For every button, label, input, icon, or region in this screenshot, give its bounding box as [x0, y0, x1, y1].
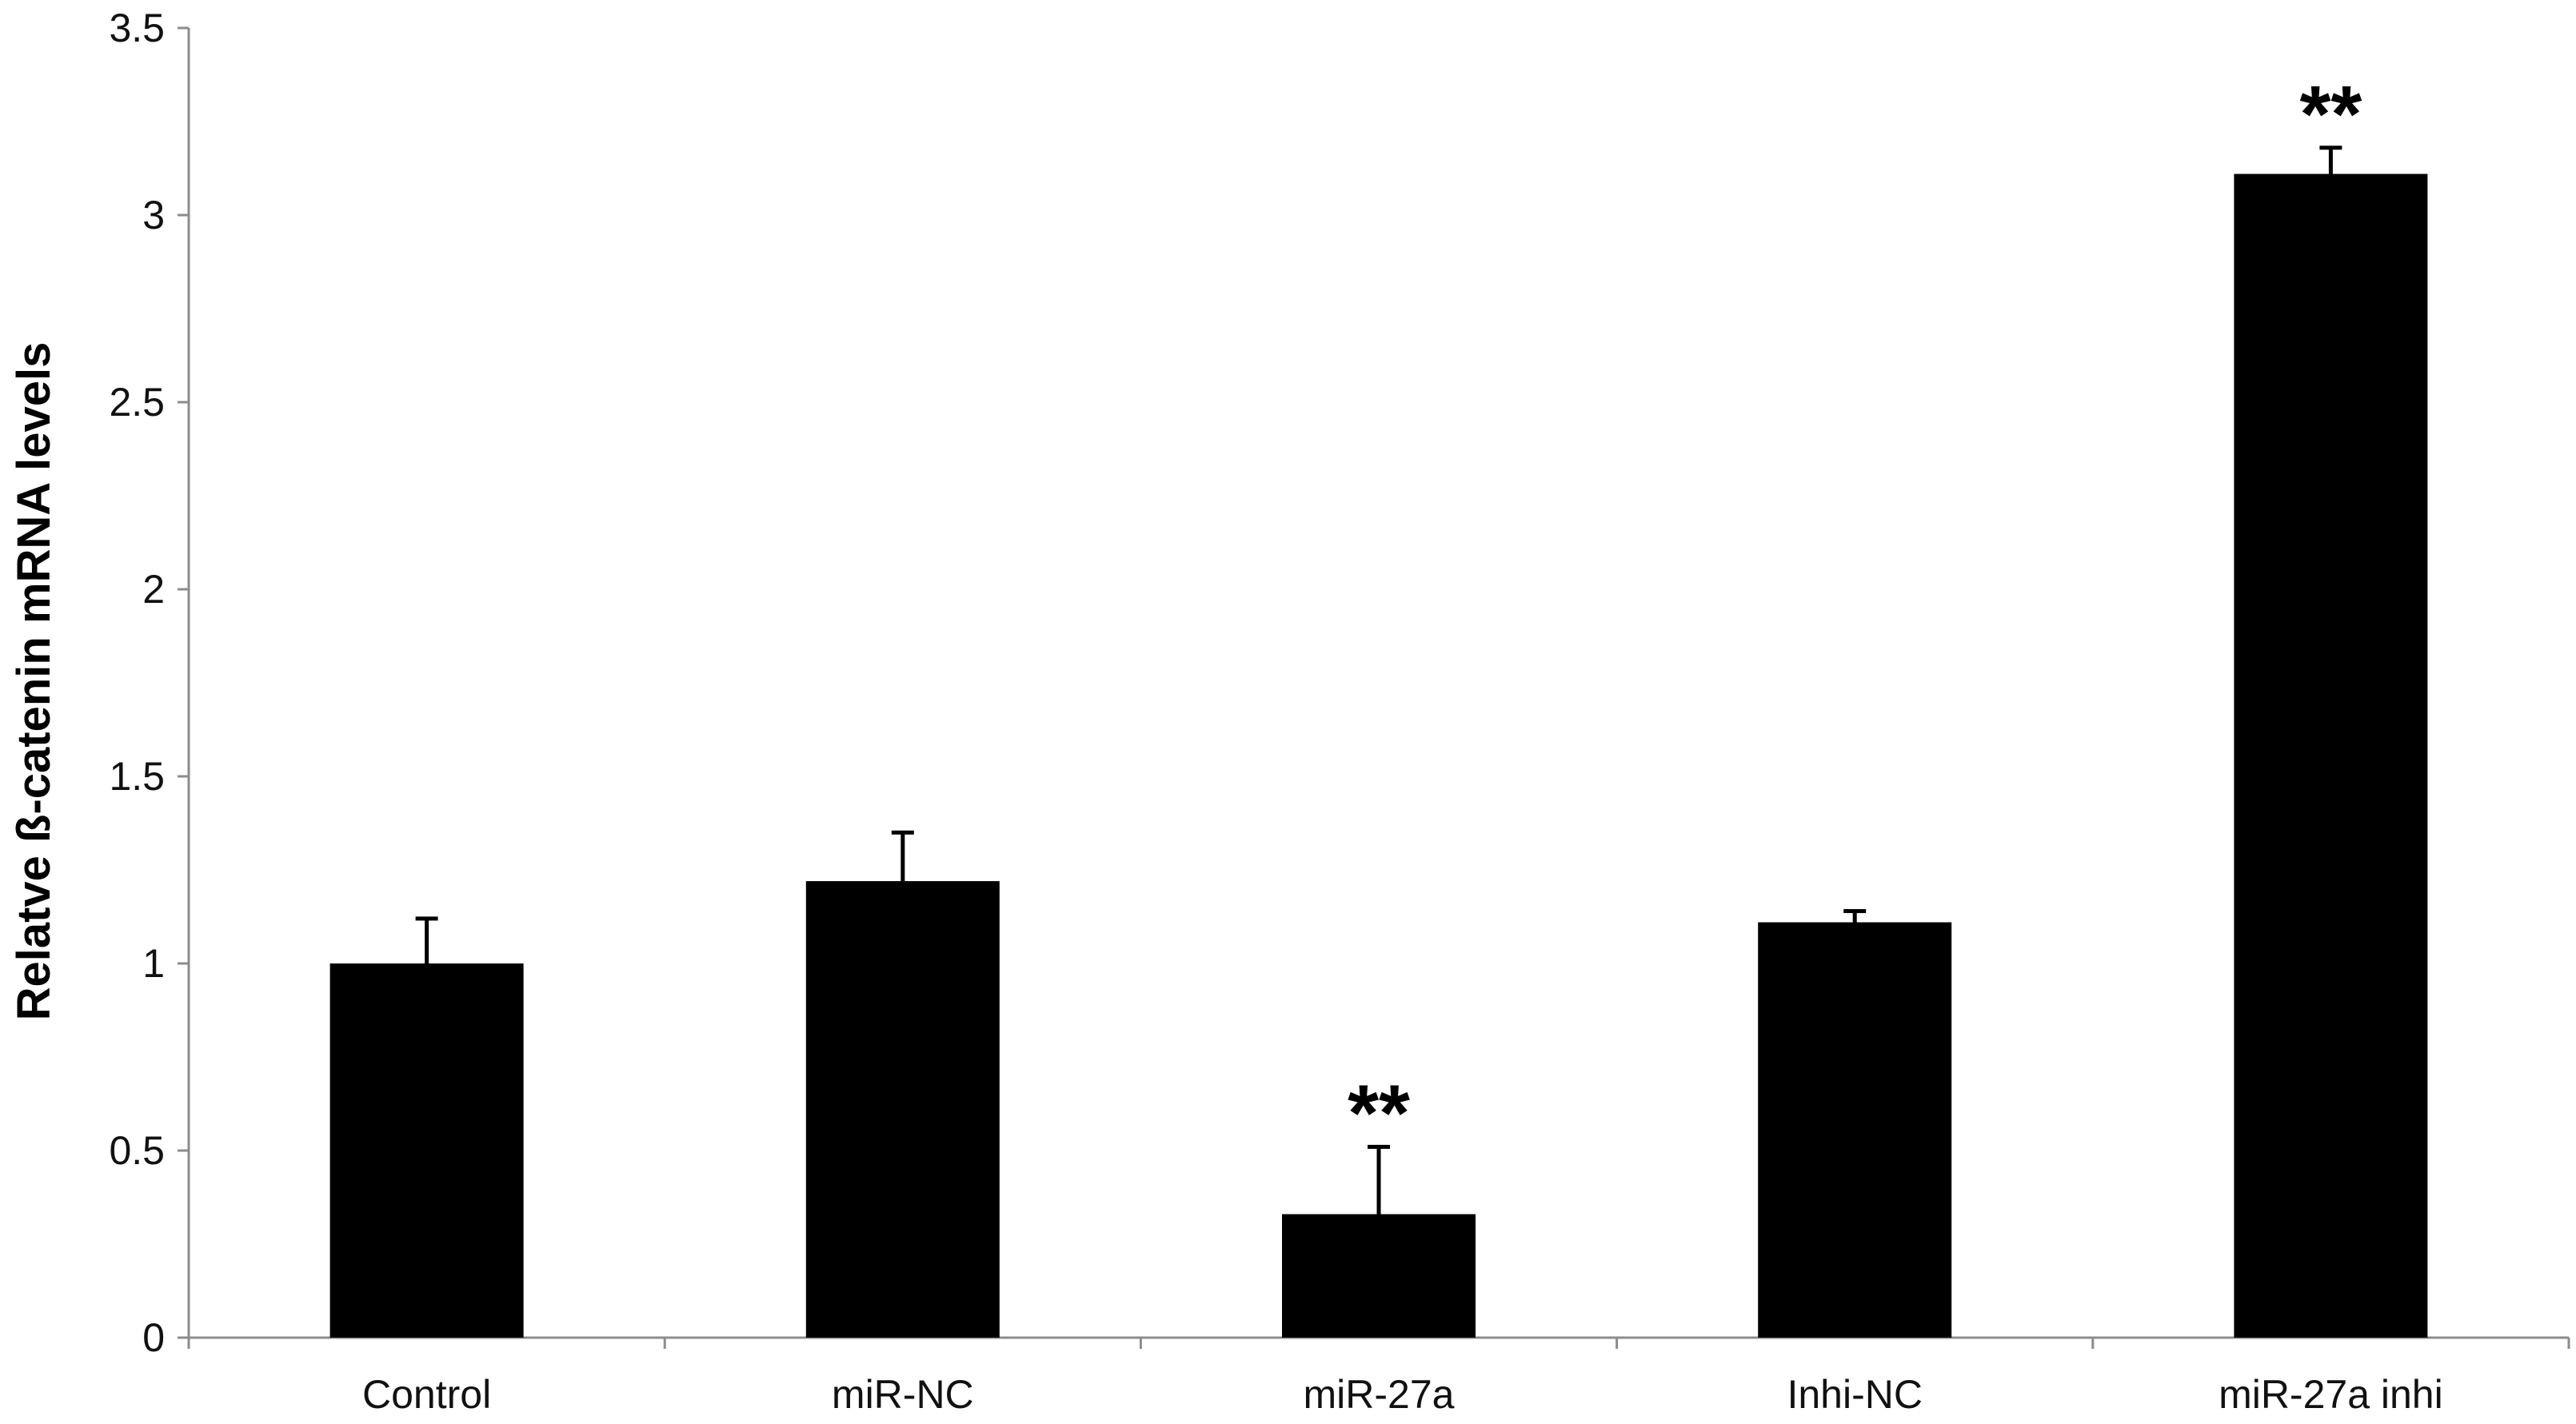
bar: [329, 963, 524, 1338]
bar: [1758, 922, 1952, 1338]
y-tick-label: 0: [142, 1315, 165, 1360]
y-tick-label: 0.5: [109, 1128, 165, 1173]
significance-marker: **: [1348, 1068, 1410, 1158]
significance-annotations: ** **: [1348, 70, 2362, 1159]
x-tick-label: Control: [362, 1372, 491, 1417]
error-bars: [415, 146, 2342, 1215]
y-axis-label: Relatve ß-catenin mRNA levels: [8, 342, 60, 1021]
bars: [329, 174, 2428, 1338]
x-tick-label: Inhi-NC: [1787, 1372, 1922, 1417]
bar: [805, 881, 1000, 1338]
y-tick-label: 3.5: [109, 6, 165, 50]
x-tick-label: miR-27a inhi: [2219, 1372, 2443, 1417]
bar: [1282, 1214, 1476, 1338]
x-tick-label: miR-NC: [832, 1372, 974, 1417]
significance-marker: **: [2299, 70, 2362, 159]
x-tick-label: miR-27a: [1304, 1372, 1455, 1417]
x-axis: Control miR-NC miR-27a Inhi-NC miR-27a inhi: [187, 1336, 2570, 1417]
y-tick-label: 1.5: [109, 754, 165, 799]
y-tick-label: 2: [142, 567, 165, 612]
bar: [2234, 174, 2428, 1338]
y-tick-label: 2.5: [109, 380, 165, 425]
y-tick-label: 3: [142, 193, 165, 237]
y-axis: 0 0.5 1 1.5 2 2.5 3 3.5: [109, 6, 190, 1360]
y-tick-label: 1: [142, 941, 165, 986]
